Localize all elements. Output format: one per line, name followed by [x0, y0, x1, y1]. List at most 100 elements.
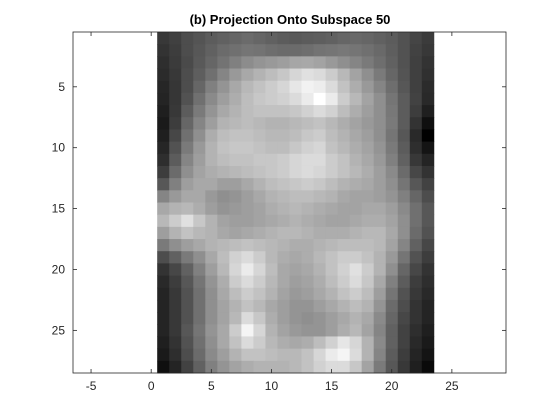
- heatmap-cell: [229, 336, 242, 350]
- heatmap-cell: [181, 80, 194, 94]
- heatmap-cell: [337, 324, 351, 337]
- heatmap-cell: [313, 117, 326, 130]
- heatmap-cell: [217, 129, 230, 143]
- heatmap-cell: [241, 141, 254, 155]
- heatmap-cell: [373, 312, 387, 325]
- heatmap-cell: [229, 299, 242, 313]
- heatmap-cell: [265, 226, 278, 240]
- heatmap-cell: [241, 190, 254, 203]
- heatmap-cell: [217, 287, 230, 301]
- heatmap-cell: [361, 299, 375, 313]
- heatmap-cell: [277, 178, 290, 191]
- heatmap-cell: [253, 336, 266, 350]
- heatmap-cell: [373, 165, 387, 179]
- heatmap-cell: [349, 56, 363, 69]
- x-tick-label: 5: [208, 379, 215, 393]
- heatmap-cell: [301, 312, 314, 325]
- heatmap-cell: [325, 336, 339, 350]
- heatmap-cell: [313, 80, 326, 94]
- heatmap-cell: [301, 80, 314, 94]
- heatmap-cell: [205, 214, 218, 228]
- heatmap-cell: [217, 105, 230, 118]
- heatmap-cell: [181, 226, 194, 240]
- heatmap-cell: [277, 299, 290, 313]
- heatmap-cell: [313, 336, 326, 350]
- heatmap-cell: [349, 80, 363, 94]
- heatmap-cell: [421, 117, 435, 130]
- heatmap-cell: [337, 178, 351, 191]
- heatmap-cell: [181, 324, 194, 337]
- heatmap-cell: [337, 287, 351, 301]
- heatmap-cell: [361, 129, 375, 143]
- heatmap-cell: [289, 299, 302, 313]
- heatmap-cell: [373, 92, 387, 106]
- heatmap-cell: [313, 56, 326, 69]
- heatmap-cell: [241, 178, 254, 191]
- heatmap-cell: [421, 251, 435, 264]
- heatmap-cell: [409, 275, 423, 289]
- heatmap-cell: [181, 165, 194, 179]
- heatmap-cell: [337, 117, 351, 130]
- heatmap-cell: [301, 324, 314, 337]
- heatmap-cell: [277, 263, 290, 276]
- heatmap-cell: [241, 360, 254, 374]
- heatmap-cell: [421, 129, 435, 143]
- heatmap-cell: [217, 92, 230, 106]
- heatmap-cell: [277, 105, 290, 118]
- heatmap-cell: [409, 263, 423, 276]
- heatmap-cell: [157, 287, 170, 301]
- heatmap-cell: [229, 251, 242, 264]
- heatmap-cell: [253, 263, 266, 276]
- heatmap-cell: [385, 129, 399, 143]
- heatmap-cell: [157, 92, 170, 106]
- heatmap-cell: [277, 251, 290, 264]
- heatmap-cell: [385, 44, 399, 57]
- heatmap-cell: [397, 56, 411, 69]
- heatmap-cell: [289, 287, 302, 301]
- heatmap-cell: [421, 239, 435, 252]
- heatmap-cell: [217, 68, 230, 82]
- heatmap-cell: [229, 190, 242, 203]
- heatmap-cell: [349, 324, 363, 337]
- heatmap-cell: [169, 239, 182, 252]
- heatmap-cell: [409, 56, 423, 69]
- heatmap-cell: [181, 68, 194, 82]
- heatmap-cell: [349, 92, 363, 106]
- heatmap-cell: [289, 44, 302, 57]
- heatmap-cell: [337, 251, 351, 264]
- heatmap-cell: [205, 299, 218, 313]
- heatmap-cell: [337, 141, 351, 155]
- heatmap-cell: [253, 141, 266, 155]
- heatmap-cell: [289, 312, 302, 325]
- heatmap-cell: [313, 153, 326, 167]
- heatmap-cell: [217, 178, 230, 191]
- heatmap-cell: [169, 178, 182, 191]
- y-tick-label: 10: [52, 141, 66, 155]
- heatmap-cell: [277, 324, 290, 337]
- heatmap-cell: [193, 129, 206, 143]
- heatmap-cell: [313, 141, 326, 155]
- heatmap-cell: [241, 336, 254, 350]
- heatmap-cell: [157, 324, 170, 337]
- heatmap-cell: [409, 324, 423, 337]
- heatmap-cell: [385, 239, 399, 252]
- heatmap-cell: [217, 165, 230, 179]
- heatmap-cell: [229, 80, 242, 94]
- heatmap-cell: [349, 336, 363, 350]
- heatmap-cell: [409, 92, 423, 106]
- heatmap-cell: [301, 226, 314, 240]
- heatmap-cell: [157, 32, 170, 45]
- heatmap-cell: [217, 32, 230, 45]
- y-tick-label: 15: [52, 202, 66, 216]
- heatmap-cell: [217, 117, 230, 130]
- heatmap-cell: [181, 251, 194, 264]
- heatmap-cell: [193, 153, 206, 167]
- heatmap-cell: [373, 263, 387, 276]
- heatmap-cell: [385, 165, 399, 179]
- heatmap-cell: [265, 214, 278, 228]
- heatmap-cell: [181, 117, 194, 130]
- chart-title: (b) Projection Onto Subspace 50: [190, 12, 391, 27]
- heatmap-cell: [277, 226, 290, 240]
- x-tick-label: 25: [445, 379, 459, 393]
- heatmap-cell: [193, 190, 206, 203]
